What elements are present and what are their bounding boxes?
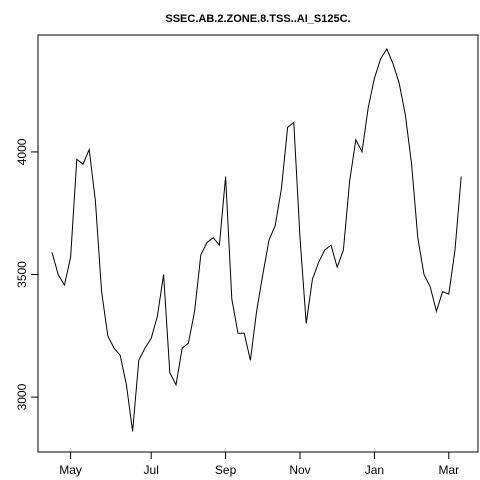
x-tick-label: Jan xyxy=(365,463,384,477)
x-tick-label: Jul xyxy=(144,463,159,477)
x-tick-label: Mar xyxy=(438,463,459,477)
y-tick-label: 3000 xyxy=(15,383,29,410)
y-tick-label: 3500 xyxy=(15,261,29,288)
x-tick-label: May xyxy=(59,463,82,477)
data-line xyxy=(51,47,462,432)
y-tick-label: 4000 xyxy=(15,138,29,165)
x-tick-label: Nov xyxy=(289,463,310,477)
x-tick-label: Sep xyxy=(215,463,237,477)
chart-title: SSEC.AB.2.ZONE.8.TSS..AI_S125C. xyxy=(165,13,350,25)
plot-box xyxy=(37,34,479,453)
